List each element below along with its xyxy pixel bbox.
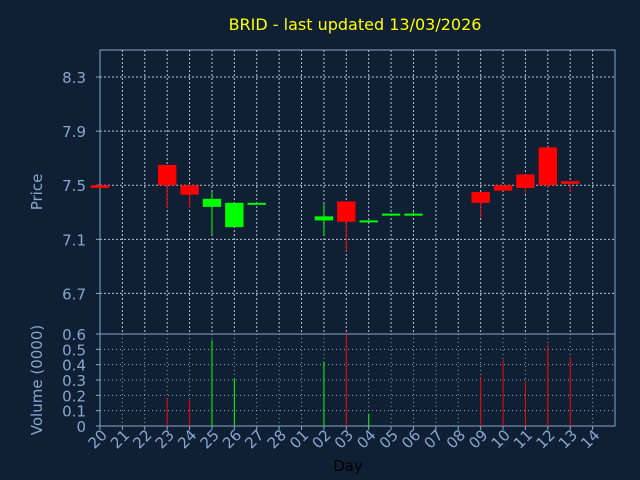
candlestick-series	[90, 147, 580, 252]
price-plot-frame	[99, 49, 616, 335]
price-tick-label: 7.5	[62, 177, 86, 195]
price-grid	[100, 50, 615, 334]
volume-tick-label: 0.4	[62, 357, 86, 375]
volume-tick-label: 0.1	[62, 403, 86, 421]
price-tick-label: 6.7	[62, 285, 86, 303]
candle-body	[337, 201, 356, 222]
candle-body	[225, 202, 244, 228]
volume-series	[166, 334, 571, 426]
candle-body	[471, 192, 490, 203]
volume-plot-frame	[99, 333, 616, 427]
candle-body	[247, 202, 266, 205]
volume-tick-label: 0.3	[62, 372, 86, 390]
volume-tick-label: 0	[76, 418, 86, 436]
candle-body	[516, 174, 535, 188]
x-tick-label: 14	[577, 426, 603, 452]
x-axis-label: Day	[333, 457, 363, 475]
chart-title: BRID - last updated 13/03/2026	[229, 15, 482, 34]
candle-body	[404, 213, 423, 216]
candle-body	[202, 198, 222, 207]
volume-tick-label: 0.5	[62, 341, 86, 359]
candle-body	[180, 185, 199, 195]
price-tick-label: 8.3	[62, 69, 86, 87]
volume-grid	[100, 334, 615, 426]
candle-body	[381, 213, 401, 216]
volume-axis-label: Volume (0000)	[28, 325, 46, 435]
candle-body	[359, 220, 378, 223]
volume-y-axis: 0.60.50.40.30.20.10	[62, 326, 100, 436]
price-axis-label: Price	[28, 174, 46, 211]
candle-body	[90, 185, 110, 188]
candle-body	[493, 185, 513, 191]
volume-tick-label: 0.6	[62, 326, 86, 344]
candle-body	[561, 181, 580, 184]
price-tick-label: 7.9	[62, 123, 86, 141]
price-y-axis: 8.3 7.9 7.5 7.1 6.7	[62, 69, 100, 303]
candle-body	[314, 216, 334, 221]
x-axis: 2021222324252627280102030405060708091011…	[85, 426, 603, 452]
price-tick-label: 7.1	[62, 231, 86, 249]
candle-body	[538, 147, 558, 186]
candle-body	[157, 164, 177, 186]
volume-tick-label: 0.2	[62, 387, 86, 405]
